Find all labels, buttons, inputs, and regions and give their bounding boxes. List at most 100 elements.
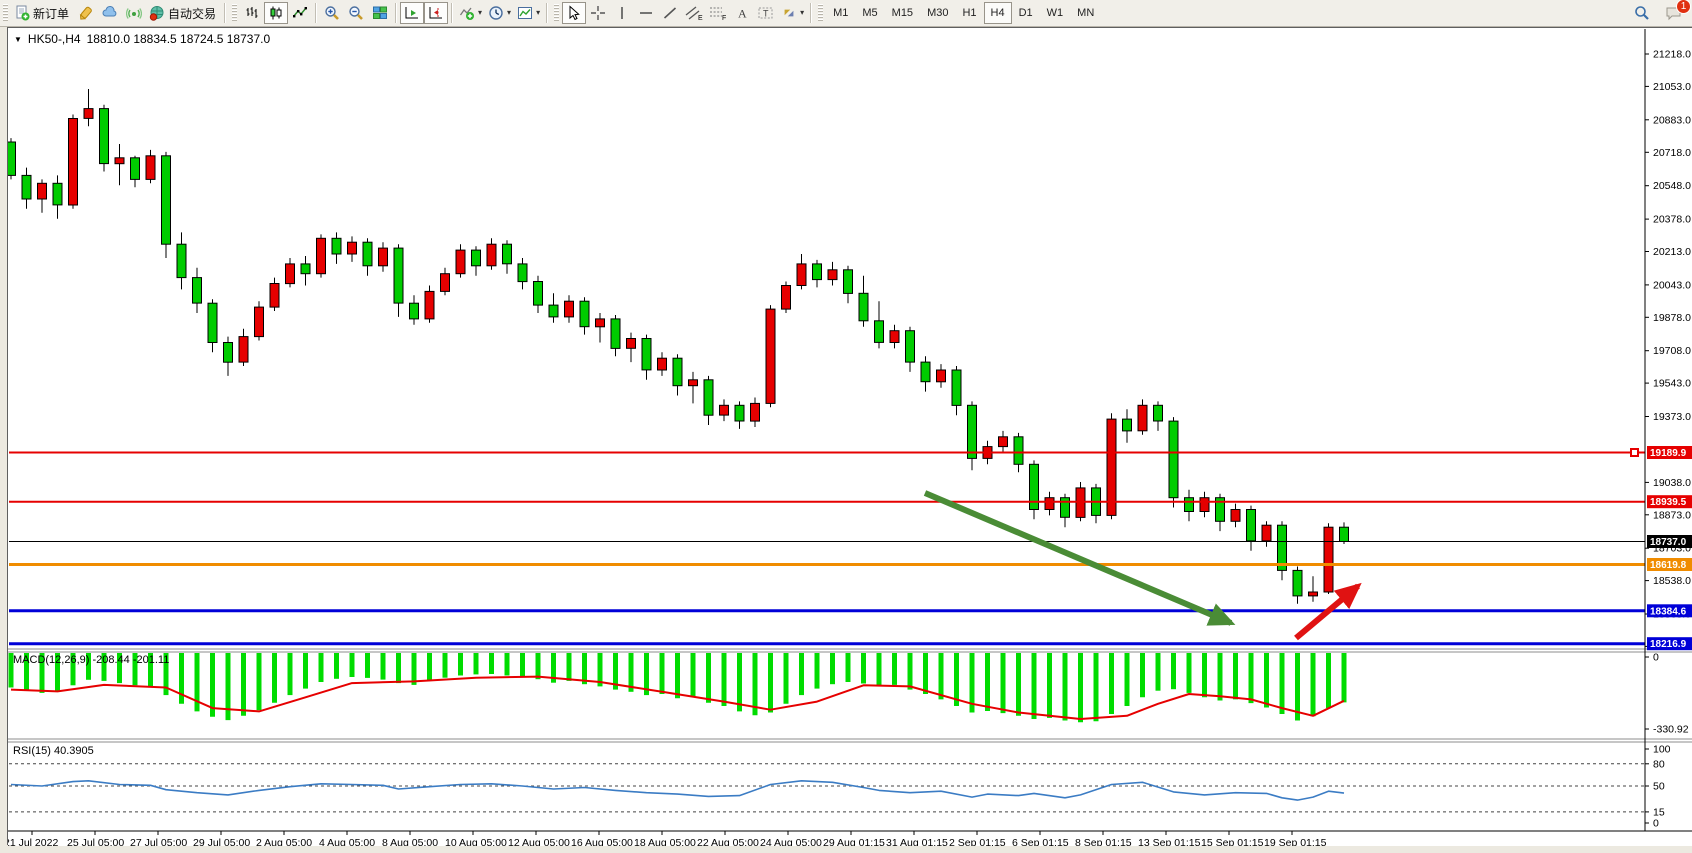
candles-series bbox=[8, 89, 1349, 604]
autotrading-button[interactable]: 自动交易 bbox=[146, 2, 221, 24]
svg-text:0: 0 bbox=[1653, 652, 1659, 664]
signal-icon bbox=[126, 5, 143, 21]
green-trend-arrow[interactable] bbox=[923, 490, 1236, 626]
svg-text:50: 50 bbox=[1653, 781, 1665, 793]
order-level-marker[interactable] bbox=[1630, 448, 1639, 457]
cloud-button[interactable] bbox=[98, 2, 122, 24]
horizontal-line-button[interactable] bbox=[634, 2, 658, 24]
candlestick-chart-button[interactable] bbox=[264, 2, 289, 24]
crosshair-button[interactable] bbox=[586, 2, 610, 24]
equidistant-channel-button[interactable]: E bbox=[682, 2, 706, 24]
toolbar-grip[interactable] bbox=[232, 4, 238, 22]
new-order-button[interactable]: 新订单 bbox=[11, 2, 74, 24]
timeframe-h4[interactable]: H4 bbox=[983, 2, 1012, 24]
svg-text:20548.0: 20548.0 bbox=[1653, 180, 1691, 192]
tile-windows-button[interactable] bbox=[368, 2, 392, 24]
expand-arrow-icon[interactable]: ▼ bbox=[14, 34, 22, 44]
svg-text:8 Aug 05:00: 8 Aug 05:00 bbox=[382, 837, 438, 846]
timeframe-m5[interactable]: M5 bbox=[862, 7, 878, 19]
macd-pane: 0 -330.92 bbox=[8, 652, 1689, 736]
timeframe-m30[interactable]: M30 bbox=[927, 7, 949, 19]
timeframe-h1[interactable]: H1 bbox=[962, 7, 977, 19]
svg-text:20718.0: 20718.0 bbox=[1653, 147, 1691, 159]
svg-text:25 Jul 05:00: 25 Jul 05:00 bbox=[67, 837, 124, 846]
crayon-button[interactable] bbox=[74, 2, 98, 24]
svg-text:20213.0: 20213.0 bbox=[1653, 246, 1691, 258]
toolbar-separator bbox=[395, 3, 398, 23]
auto-scroll-button[interactable] bbox=[400, 2, 425, 24]
svg-text:16 Aug 05:00: 16 Aug 05:00 bbox=[571, 837, 633, 846]
chevron-down-icon: ▾ bbox=[478, 8, 483, 17]
new-order-label: 新订单 bbox=[33, 6, 70, 21]
vertical-line-icon bbox=[614, 5, 630, 21]
rsi-indicator-label: RSI(15) 40.3905 bbox=[13, 745, 94, 757]
svg-text:80: 80 bbox=[1653, 758, 1665, 770]
svg-text:100: 100 bbox=[1653, 744, 1671, 756]
toolbar-grip[interactable] bbox=[818, 4, 824, 22]
fibonacci-button[interactable]: F bbox=[706, 2, 730, 24]
timeframe-mn[interactable]: MN bbox=[1077, 7, 1095, 19]
chevron-down-icon: ▾ bbox=[507, 8, 512, 17]
svg-text:4 Aug 05:00: 4 Aug 05:00 bbox=[319, 837, 375, 846]
svg-text:27 Jul 05:00: 27 Jul 05:00 bbox=[130, 837, 187, 846]
chart-shift-button[interactable] bbox=[424, 2, 449, 24]
chevron-down-icon: ▾ bbox=[536, 8, 541, 17]
zoom-out-button[interactable] bbox=[344, 2, 368, 24]
toolbar-grip[interactable] bbox=[3, 4, 8, 22]
chart-legend: ▼ HK50-,H4 18810.0 18834.5 18724.5 18737… bbox=[14, 32, 270, 46]
toolbar-separator bbox=[810, 3, 813, 23]
templates-button[interactable]: ▾ bbox=[514, 2, 543, 24]
zoom-out-icon bbox=[348, 5, 364, 21]
timeframe-w1[interactable]: W1 bbox=[1046, 7, 1064, 19]
svg-text:19708.0: 19708.0 bbox=[1653, 345, 1691, 357]
chart-ohlc-values: 18810.0 18834.5 18724.5 18737.0 bbox=[86, 32, 271, 46]
timeframe-m15[interactable]: M15 bbox=[891, 7, 914, 19]
svg-text:19543.0: 19543.0 bbox=[1653, 378, 1691, 390]
search-icon bbox=[1634, 5, 1650, 21]
notifications-button[interactable]: 1 bbox=[1662, 0, 1691, 24]
line-chart-button[interactable] bbox=[288, 2, 312, 24]
clock-icon bbox=[488, 5, 504, 21]
toolbar-separator bbox=[224, 3, 227, 23]
svg-text:29 Aug 01:15: 29 Aug 01:15 bbox=[823, 837, 885, 846]
svg-text:18737.0: 18737.0 bbox=[1650, 537, 1687, 548]
tile-windows-icon bbox=[372, 5, 388, 21]
horizontal-line-icon bbox=[638, 5, 654, 21]
svg-text:29 Jul 05:00: 29 Jul 05:00 bbox=[193, 837, 250, 846]
svg-text:F: F bbox=[722, 15, 726, 21]
svg-text:10 Aug 05:00: 10 Aug 05:00 bbox=[445, 837, 507, 846]
toolbar: 新订单 自动交易 bbox=[0, 0, 1692, 27]
cloud-icon bbox=[102, 5, 118, 21]
zoom-in-icon bbox=[324, 5, 340, 21]
horizontal-level-lines[interactable] bbox=[9, 451, 1645, 646]
timeframe-m1[interactable]: M1 bbox=[833, 7, 849, 19]
text-button[interactable]: A bbox=[730, 2, 754, 24]
chart-canvas[interactable]: 21218.0 21053.0 20883.0 20718.0 20548.0 20378… bbox=[8, 28, 1692, 846]
vertical-line-button[interactable] bbox=[610, 2, 634, 24]
crosshair-icon bbox=[590, 5, 606, 21]
svg-text:21053.0: 21053.0 bbox=[1653, 81, 1691, 93]
svg-text:19 Sep 01:15: 19 Sep 01:15 bbox=[1264, 837, 1327, 846]
indicators-button[interactable]: ▾ bbox=[456, 2, 485, 24]
signal-button[interactable] bbox=[122, 2, 146, 24]
chart-shift-icon bbox=[428, 5, 444, 21]
zoom-in-button[interactable] bbox=[320, 2, 344, 24]
svg-text:-330.92: -330.92 bbox=[1653, 724, 1689, 736]
timeframe-d1[interactable]: D1 bbox=[1018, 7, 1033, 19]
search-button[interactable] bbox=[1630, 2, 1654, 24]
cursor-button[interactable] bbox=[562, 2, 587, 24]
arrows-tool-button[interactable]: ▾ bbox=[778, 2, 807, 24]
trendline-button[interactable] bbox=[658, 2, 682, 24]
periods-button[interactable]: ▾ bbox=[485, 2, 514, 24]
price-line-badges: 19189.9 18939.5 18737.0 18619.8 18384.6 18216… bbox=[1647, 446, 1692, 651]
text-label-button[interactable]: T bbox=[754, 2, 778, 24]
line-chart-icon bbox=[292, 5, 308, 21]
chevron-down-icon: ▾ bbox=[800, 8, 805, 17]
auto-scroll-icon bbox=[404, 5, 420, 21]
toolbar-grip[interactable] bbox=[554, 4, 560, 22]
candlestick-chart-icon bbox=[268, 5, 284, 21]
autotrading-icon bbox=[149, 5, 165, 21]
red-bounce-arrow[interactable] bbox=[1294, 582, 1362, 641]
chart-window[interactable]: 21218.0 21053.0 20883.0 20718.0 20548.0 20378… bbox=[7, 27, 1692, 846]
bar-chart-button[interactable] bbox=[240, 2, 264, 24]
